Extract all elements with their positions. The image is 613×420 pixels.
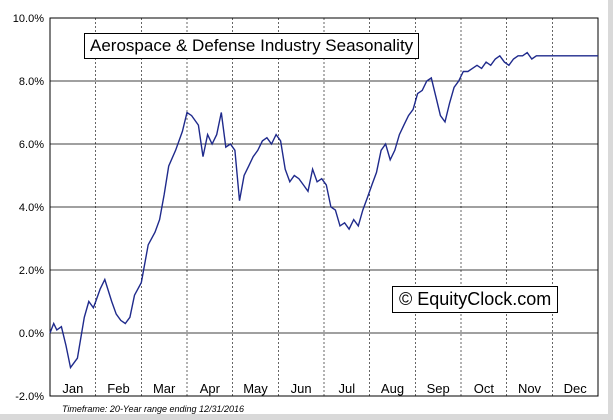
y-tick-label: 2.0%	[19, 265, 44, 277]
x-tick-label: Jun	[291, 381, 312, 396]
y-tick-label: 8.0%	[19, 76, 44, 88]
y-tick-label: 10.0%	[13, 13, 44, 25]
watermark: © EquityClock.com	[392, 286, 559, 313]
x-tick-label: Sep	[427, 381, 450, 396]
series-line	[49, 51, 598, 370]
grid	[50, 18, 598, 396]
frame-shadow-bottom	[0, 414, 613, 420]
y-axis: -2.0% 0.0% 2.0% 4.0% 6.0% 8.0% 10.0%	[13, 13, 44, 403]
x-tick-label: Apr	[200, 381, 221, 396]
y-tick-label: 4.0%	[19, 202, 44, 214]
x-tick-label: Jan	[62, 381, 83, 396]
x-tick-label: Jul	[339, 381, 356, 396]
chart-title: Aerospace & Defense Industry Seasonality	[84, 33, 420, 59]
x-tick-label: May	[243, 381, 268, 396]
y-tick-label: 0.0%	[19, 328, 44, 340]
x-tick-label: Dec	[564, 381, 588, 396]
x-tick-label: Oct	[474, 381, 495, 396]
y-tick-label: -2.0%	[15, 391, 44, 403]
frame-shadow-right	[608, 0, 613, 420]
x-tick-label: Mar	[153, 381, 176, 396]
x-tick-label: Feb	[107, 381, 129, 396]
y-tick-label: 6.0%	[19, 139, 44, 151]
x-tick-label: Nov	[518, 381, 542, 396]
footnote: Timeframe: 20-Year range ending 12/31/20…	[62, 404, 245, 414]
x-tick-label: Aug	[381, 381, 404, 396]
x-axis: Jan Feb Mar Apr May Jun Jul Aug Sep Oct Nov Dec	[62, 381, 587, 396]
